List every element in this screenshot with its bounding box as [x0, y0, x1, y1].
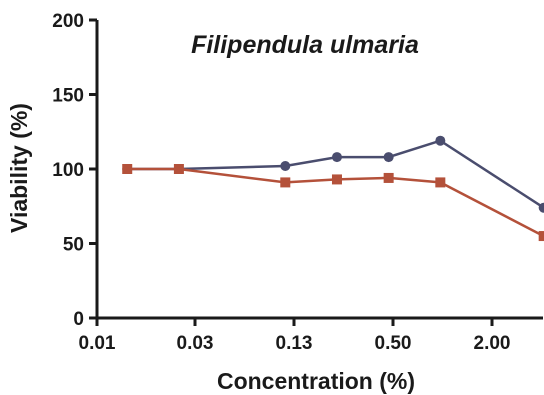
x-axis-title: Concentration (%) [217, 368, 415, 394]
series-1-point [331, 152, 342, 163]
y-tick-label: 100 [52, 160, 84, 181]
chart-title: Filipendula ulmaria [191, 31, 419, 59]
x-tick-label: 2.00 [474, 333, 511, 354]
series-1-point [435, 135, 446, 146]
y-axis-title: Viability (%) [6, 103, 32, 233]
series-1-point [383, 152, 394, 163]
series-1-point [280, 161, 291, 172]
series-2-point [173, 164, 184, 174]
series-2-point [383, 172, 394, 183]
series-1-point [538, 202, 544, 213]
y-tick-label: 0 [73, 309, 84, 330]
series-line-1 [127, 139, 544, 209]
x-tick-label: 0.03 [177, 333, 214, 354]
series-2-point [331, 174, 342, 185]
x-tick-label: 0.13 [276, 333, 313, 354]
axes: 0 50 100 150 200 0.01 0.03 0.13 0.50 2.00 [52, 11, 543, 354]
y-tick-label: 200 [52, 11, 84, 32]
x-tick-label: 0.01 [79, 333, 116, 354]
series-2-point [280, 177, 291, 188]
series-2-point [122, 164, 133, 174]
series-2-point [538, 231, 544, 242]
y-tick-label: 50 [63, 235, 84, 256]
y-tick-label: 150 [52, 86, 84, 107]
series-layer [122, 135, 544, 242]
x-tick-label: 0.50 [375, 333, 412, 354]
series-2-point [435, 177, 446, 188]
